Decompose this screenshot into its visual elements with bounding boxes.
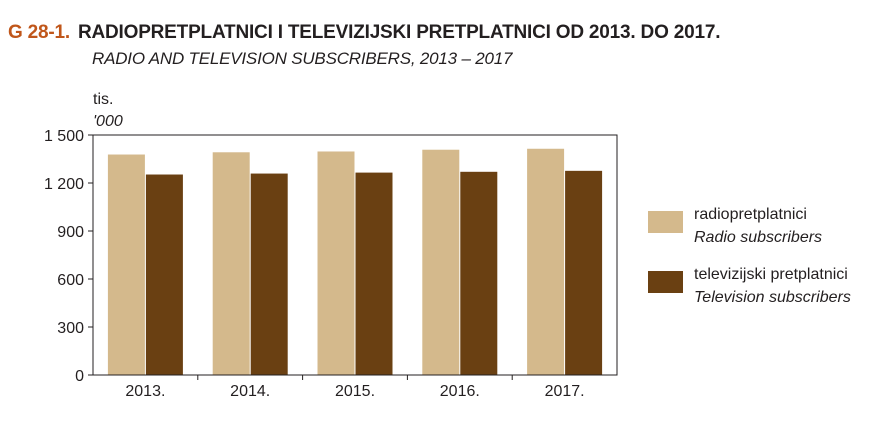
x-tick-label: 2017.	[545, 383, 585, 400]
bar-television	[460, 171, 498, 375]
chart-subtitle: RADIO AND TELEVISION SUBSCRIBERS, 2013 –…	[92, 49, 513, 68]
bar-television	[565, 170, 603, 375]
y-tick-label: 1 500	[44, 128, 84, 145]
y-tick-label: 600	[57, 272, 84, 289]
unit-label-hr: tis.	[93, 91, 114, 108]
y-tick-label: 0	[75, 368, 84, 385]
plot-frame	[92, 134, 618, 376]
bar-television	[145, 174, 183, 375]
bar-radio	[317, 151, 355, 375]
y-tick-label: 1 200	[44, 176, 84, 193]
legend-label-television: televizijski pretplatnici	[694, 266, 848, 283]
bar-radio	[212, 152, 250, 375]
x-tick-label: 2014.	[230, 383, 270, 400]
x-tick-label: 2016.	[440, 383, 480, 400]
x-tick-label: 2015.	[335, 383, 375, 400]
legend-swatch-television	[648, 271, 683, 293]
x-tick-label: 2013.	[125, 383, 165, 400]
legend-swatch-radio	[648, 211, 683, 233]
y-tick-label: 900	[57, 224, 84, 241]
bar-television	[250, 173, 288, 375]
chart-title: G 28-1. RADIOPRETPLATNICI I TELEVIZIJSKI …	[8, 22, 720, 44]
title-text: RADIOPRETPLATNICI I TELEVIZIJSKI PRETPLA…	[77, 22, 721, 43]
bar-radio	[422, 149, 460, 375]
bar-television	[355, 172, 393, 375]
unit-label-en: '000	[93, 113, 123, 130]
legend-label-radio-en: Radio subscribers	[694, 229, 823, 246]
y-tick-label: 300	[57, 320, 84, 337]
legend-label-television-en: Television subscribers	[694, 289, 851, 306]
figure-code: G 28-1.	[8, 22, 70, 43]
legend-label-radio: radiopretplatnici	[694, 206, 807, 223]
bar-radio	[527, 148, 565, 375]
bar-radio	[107, 154, 145, 375]
